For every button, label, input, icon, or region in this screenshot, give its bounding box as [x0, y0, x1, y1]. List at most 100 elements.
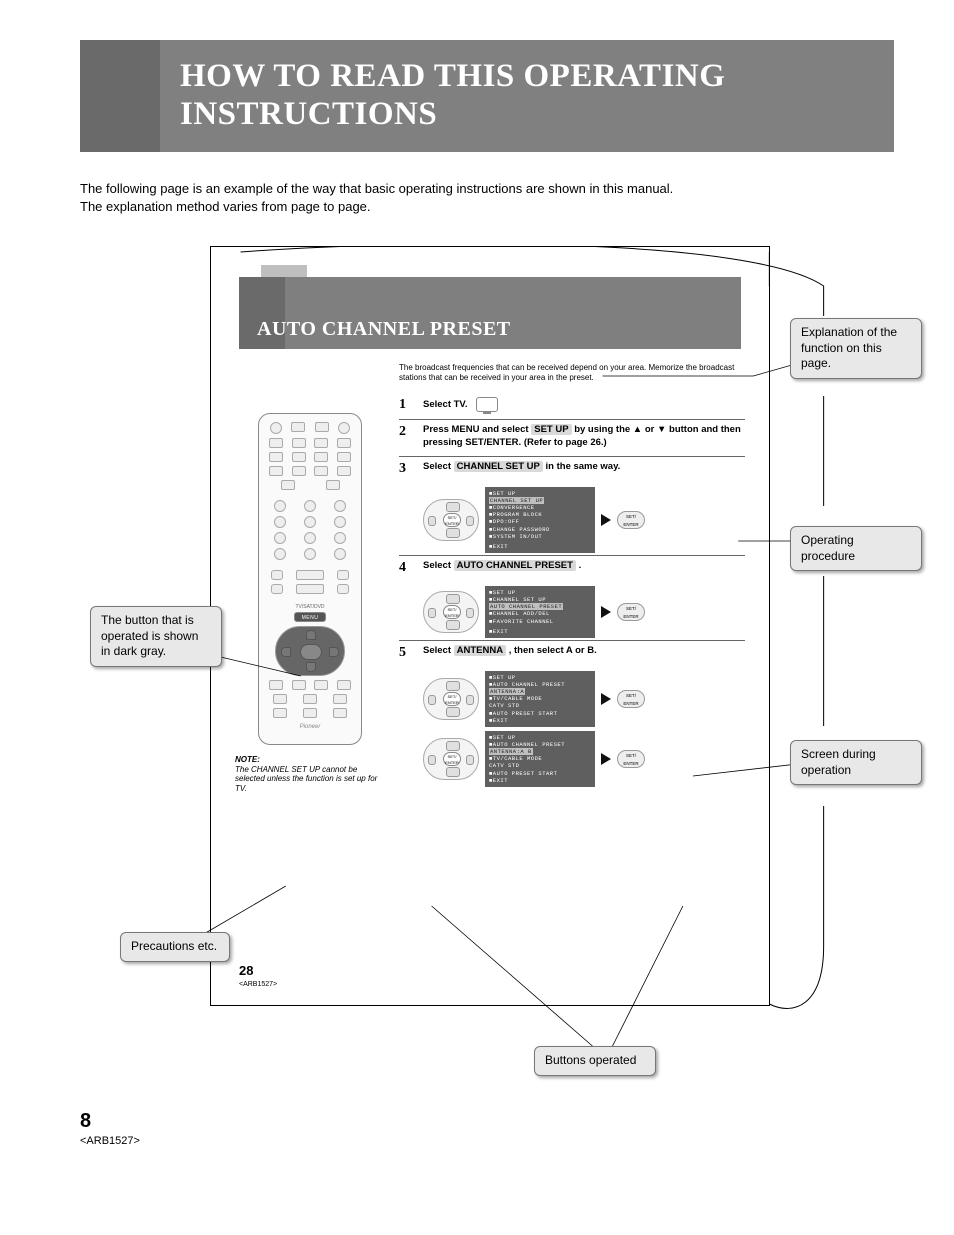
page-title-block: HOW TO READ THIS OPERATING INSTRUCTIONS [80, 40, 894, 152]
step-1-text-a: Select TV. [423, 399, 468, 410]
callout-operating-procedure: Operating procedure [790, 526, 922, 571]
callout-button-shown: The button that is operated is shown in … [90, 606, 222, 667]
s4-l5: ■FAVORITE CHANNEL [489, 618, 591, 625]
arrow-right-icon [601, 514, 611, 526]
enter-button-icon: SET/ ENTER [617, 603, 645, 621]
step-3-text-b: in the same way. [543, 461, 620, 472]
s5b-l4: ■TV/CABLE MODE [489, 755, 591, 762]
s3-l5: ■DPO:OFF [489, 518, 591, 525]
diagram-area: Explanation of the function on this page… [130, 246, 894, 1086]
s5b-l5: CATV STD [489, 762, 591, 769]
s4-l4: ■CHANNEL ADD/DEL [489, 610, 591, 617]
s4-l1: ■SET UP [489, 589, 591, 596]
s5b-l1: ■SET UP [489, 734, 591, 741]
screen-menu-5b: ■SET UP ■AUTO CHANNEL PRESET ANTENNA:A B… [485, 731, 595, 787]
enter-button-icon: SET/ ENTER [617, 750, 645, 768]
step-5: 5 Select ANTENNA , then select A or B. [399, 640, 745, 667]
s3-l3: ■CONVERGENCE [489, 504, 591, 511]
page-number: 8 [80, 1110, 894, 1133]
s4-l2: ■CHANNEL SET UP [489, 596, 591, 603]
step-4: 4 Select AUTO CHANNEL PRESET . [399, 555, 745, 582]
step-3-text: Select CHANNEL SET UP in the same way. [423, 461, 745, 477]
step-3-figs: SET/ ENTER ■SET UP CHANNEL SET UP ■CONVE… [423, 487, 745, 553]
setenter-label: SET/ ENTER [443, 513, 461, 527]
s5-l4: ■TV/CABLE MODE [489, 695, 591, 702]
note-block: NOTE: The CHANNEL SET UP cannot be selec… [235, 755, 385, 793]
s3-l4: ■PROGRAM BLOCK [489, 511, 591, 518]
step-4-text-b: . [576, 560, 581, 571]
mock-accent2 [261, 265, 307, 277]
callout-screen-during: Screen during operation [790, 740, 922, 785]
step-4-figs: SET/ ENTER ■SET UP ■CHANNEL SET UP AUTO … [423, 586, 745, 638]
remote-control: TV/SAT/DVD MENU Pioneer [258, 413, 362, 745]
navpad-icon: SET/ ENTER [423, 738, 479, 780]
s5-ex: ■EXIT [489, 717, 591, 724]
s4-l3: AUTO CHANNEL PRESET [489, 603, 563, 610]
callout-buttons-operated: Buttons operated [534, 1046, 656, 1076]
mock-right-col: The broadcast frequencies that can be re… [399, 363, 745, 793]
step-2: 2 Press MENU and select SET UP by using … [399, 419, 745, 456]
setenter-label: SET/ ENTER [443, 752, 461, 766]
step-4-text: Select AUTO CHANNEL PRESET . [423, 560, 745, 576]
step-3-num: 3 [399, 461, 413, 477]
navpad-icon: SET/ ENTER [423, 499, 479, 541]
step-2-num: 2 [399, 424, 413, 450]
step-1-num: 1 [399, 397, 413, 413]
step-4-text-a: Select [423, 560, 454, 571]
note-title: NOTE: [235, 755, 385, 765]
enter-button-icon: SET/ ENTER [617, 511, 645, 529]
step-5-text: Select ANTENNA , then select A or B. [423, 645, 745, 661]
mock-title-block: AUTO CHANNEL PRESET [239, 277, 741, 349]
s3-ex: ■EXIT [489, 543, 591, 550]
s5-l5: CATV STD [489, 702, 591, 709]
step-2-chip: SET UP [531, 424, 571, 435]
navpad-icon: SET/ ENTER [423, 591, 479, 633]
step-5-figs: SET/ ENTER ■SET UP ■AUTO CHANNEL PRESET … [423, 671, 745, 727]
screen-menu-4: ■SET UP ■CHANNEL SET UP AUTO CHANNEL PRE… [485, 586, 595, 638]
remote-menu-button: MENU [294, 612, 326, 622]
page-title: HOW TO READ THIS OPERATING INSTRUCTIONS [180, 58, 874, 134]
setenter-label: SET/ ENTER [443, 692, 461, 706]
mock-left-col: TV/SAT/DVD MENU Pioneer NOTE: The CHANNE… [235, 363, 385, 793]
intro-line2: The explanation method varies from page … [80, 199, 371, 214]
remote-dpad [275, 626, 345, 676]
title-accent [80, 40, 160, 152]
s5-l2: ■AUTO CHANNEL PRESET [489, 681, 591, 688]
s3-l7: ■SYSTEM IN/OUT [489, 533, 591, 540]
s5b-l6: ■AUTO PRESET START [489, 770, 591, 777]
mock-page: AUTO CHANNEL PRESET [210, 246, 770, 1006]
step-5-text-b: , then select A or B. [506, 645, 597, 656]
mock-desc: The broadcast frequencies that can be re… [399, 363, 745, 383]
s3-l2: CHANNEL SET UP [489, 497, 544, 504]
step-4-chip: AUTO CHANNEL PRESET [454, 560, 576, 571]
tv-icon [476, 397, 498, 412]
intro-line1: The following page is an example of the … [80, 181, 673, 196]
step-3-chip: CHANNEL SET UP [454, 461, 543, 472]
step-5-chip: ANTENNA [454, 645, 506, 656]
setenter-label: SET/ ENTER [443, 605, 461, 619]
s5-l3: ANTENNA:A [489, 688, 525, 695]
step-4-num: 4 [399, 560, 413, 576]
mock-page-footer: 28 <ARB1527> [239, 963, 277, 989]
s5b-ex: ■EXIT [489, 777, 591, 784]
page-footer: 8 <ARB1527> [80, 1110, 894, 1147]
screen-menu-5a: ■SET UP ■AUTO CHANNEL PRESET ANTENNA:A ■… [485, 671, 595, 727]
step-3-text-a: Select [423, 461, 454, 472]
step-1: 1 Select TV. [399, 393, 745, 419]
s5b-l3: ANTENNA:A B [489, 748, 533, 755]
note-text: The CHANNEL SET UP cannot be selected un… [235, 765, 385, 794]
arrow-right-icon [601, 693, 611, 705]
s5b-l2: ■AUTO CHANNEL PRESET [489, 741, 591, 748]
step-5-num: 5 [399, 645, 413, 661]
step-2-text: Press MENU and select SET UP by using th… [423, 424, 745, 450]
doc-code: <ARB1527> [80, 1135, 140, 1147]
navpad-icon: SET/ ENTER [423, 678, 479, 720]
s4-ex: ■EXIT [489, 628, 591, 635]
enter-button-icon: SET/ ENTER [617, 690, 645, 708]
step-2-text-a: Press MENU and select [423, 424, 531, 435]
mock-doc-code: <ARB1527> [239, 981, 277, 988]
mock-title: AUTO CHANNEL PRESET [257, 318, 511, 341]
callout-precautions: Precautions etc. [120, 932, 230, 962]
step-1-text: Select TV. [423, 397, 745, 413]
callout-explanation: Explanation of the function on this page… [790, 318, 922, 379]
